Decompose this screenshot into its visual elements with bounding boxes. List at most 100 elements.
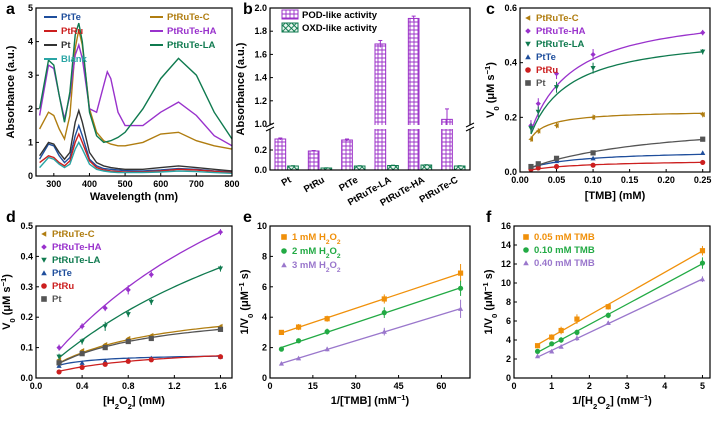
bar-oxd-PtRuTe-C xyxy=(453,165,466,171)
x-category-label: Pt xyxy=(280,174,294,189)
legend-label: PtRu xyxy=(536,65,558,76)
data-point-Pt xyxy=(553,155,560,161)
y-tick-label: 0.2 xyxy=(504,112,517,122)
legend-label: 0.10 mM TMB xyxy=(534,245,595,256)
y-tick-label: 1.8 xyxy=(254,26,267,36)
data-point-0.05 mM TMB xyxy=(605,304,611,310)
panel-b: Pt PtRu PtTePtRuTe-LAPtRuTe-HAPtRuTe-C0.00… xyxy=(235,3,475,209)
y-tick-label: 2.0 xyxy=(254,3,267,13)
data-point-PtRuTe-HA xyxy=(535,101,541,107)
legend-label: PtRu xyxy=(52,281,74,292)
legend-label: Blank xyxy=(61,54,88,65)
x-tick-label: 15 xyxy=(308,381,318,391)
y-tick-label: 4 xyxy=(506,335,511,345)
panel-letter-c: c xyxy=(486,1,495,18)
x-tick-label: 2 xyxy=(587,381,592,391)
data-point-Pt xyxy=(217,326,224,332)
x-axis-title: 1/[H2O2] (mM−1) xyxy=(572,393,652,411)
legend-label: PtRuTe-LA xyxy=(167,40,216,51)
x-tick-label: 4 xyxy=(662,381,667,391)
plot-frame xyxy=(269,7,471,171)
spectrum-line-Pt xyxy=(39,108,232,172)
data-point-PtRuTe-HA xyxy=(56,345,62,351)
panel-d: 0.0 0.4 0.8 1.2 1.6 0.0 0.1 0.2 0.3 0.4 0.5 [H2O2] … xyxy=(0,221,233,411)
y-tick-label: 1.0 xyxy=(254,119,267,129)
fit-line-PtRuTe-HA xyxy=(530,32,703,132)
x-axis-title: 1/[TMB] (mM−1) xyxy=(331,393,410,408)
y-tick-label: 8 xyxy=(262,251,267,261)
data-point-PtRuTe-HA xyxy=(79,323,85,329)
legend-marker xyxy=(525,67,531,73)
data-point-PtRuTe-LA xyxy=(700,49,706,55)
y-tick-label: 14 xyxy=(501,240,511,250)
x-axis-title: [TMB] (mM) xyxy=(585,190,646,202)
x-tick-label: 5 xyxy=(700,381,705,391)
data-point-PtRuTe-LA xyxy=(553,85,560,90)
data-point-PtRu xyxy=(535,165,541,171)
legend-label: PtRuTe-C xyxy=(52,229,95,240)
y-tick-label: 1.4 xyxy=(254,73,267,83)
data-point-1 mM H2O2 xyxy=(295,324,302,330)
y-tick-label: 0.1 xyxy=(20,343,33,353)
x-tick-label: 0.25 xyxy=(694,175,712,185)
legend-swatch xyxy=(281,9,299,20)
data-point-PtRu xyxy=(217,354,224,360)
x-tick-label: 300 xyxy=(46,179,61,189)
fit-line-Pt xyxy=(530,138,703,169)
data-point-PtRuTe-LA xyxy=(590,66,596,71)
data-point-3 mM H2O2 xyxy=(278,360,285,366)
y-axis-title: V0 (μM s−1) xyxy=(0,274,17,330)
y-tick-label: 12 xyxy=(501,259,511,269)
legend-label: PtRuTe-C xyxy=(536,13,579,24)
y-axis-title: Absorbance (a.u.) xyxy=(235,42,247,135)
legend-marker xyxy=(281,262,287,268)
data-point-1 mM H2O2 xyxy=(381,296,387,302)
data-point-1 mM H2O2 xyxy=(278,329,285,335)
legend-marker xyxy=(41,244,47,250)
legend-marker xyxy=(523,234,529,240)
y-tick-label: 0 xyxy=(28,171,33,181)
y-tick-label: 4 xyxy=(28,37,33,47)
data-point-PtRu xyxy=(125,358,131,364)
legend-label: PtRuTe-LA xyxy=(536,39,585,50)
data-point-0.05 mM TMB xyxy=(549,334,555,340)
spectrum-line-Blank xyxy=(39,140,232,174)
data-point-PtTe xyxy=(700,150,706,155)
spectrum-line-PtRu xyxy=(39,132,232,174)
legend-marker xyxy=(523,260,529,266)
bar-oxd-PtRuTe-LA xyxy=(387,165,399,171)
data-point-3 mM H2O2 xyxy=(381,329,387,334)
legend-marker xyxy=(525,15,531,21)
legend-label: 0.05 mM TMB xyxy=(534,232,595,243)
y-tick-label: 0.6 xyxy=(504,3,517,13)
data-point-0.10 mM TMB xyxy=(574,329,580,335)
data-point-PtRu xyxy=(553,163,560,170)
x-tick-label: 600 xyxy=(153,179,168,189)
y-tick-label: 0.4 xyxy=(20,251,33,261)
data-point-2 mM H2O2 xyxy=(457,285,464,291)
panel-a: 300 400 500 600 700 800 0 1 2 3 4 5 Wavelength (nm) A… xyxy=(5,3,240,203)
fit-line-Pt xyxy=(58,328,221,364)
x-tick-label: 1 xyxy=(549,381,554,391)
panel-letter-b: b xyxy=(243,1,253,18)
data-point-0.40 mM TMB xyxy=(605,320,611,325)
x-tick-label: 1.2 xyxy=(168,381,181,391)
legend-marker xyxy=(281,248,287,254)
bar-pod-PtTe xyxy=(341,139,353,171)
legend-marker xyxy=(41,296,47,302)
data-point-PtRuTe-LA xyxy=(56,354,62,360)
fit-line-PtRuTe-HA xyxy=(58,231,221,351)
x-tick-label: 0.15 xyxy=(621,175,639,185)
x-tick-label: 0 xyxy=(267,381,272,391)
data-point-2 mM H2O2 xyxy=(295,338,302,344)
y-tick-label: 4 xyxy=(262,312,267,322)
y-axis-title: V0 (μM s−1) xyxy=(483,62,501,118)
y-axis-title: 1/V0 (μM−1 s) xyxy=(237,269,255,334)
legend-marker xyxy=(525,80,531,86)
x-tick-label: 500 xyxy=(118,179,133,189)
data-point-Pt xyxy=(700,136,706,142)
data-point-0.40 mM TMB xyxy=(558,344,564,349)
data-point-2 mM H2O2 xyxy=(381,310,387,316)
legend-label: PtRu xyxy=(61,26,83,37)
